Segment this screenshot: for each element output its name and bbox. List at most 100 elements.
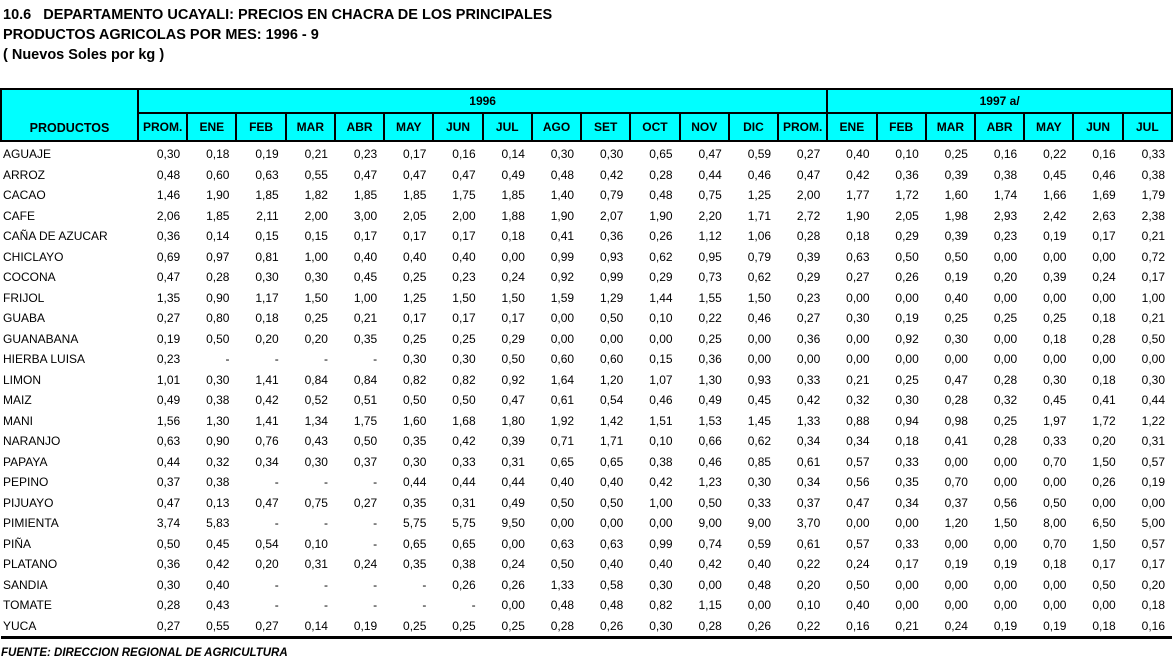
price-cell: 0,47 bbox=[501, 393, 525, 408]
price-cell: 1,50 bbox=[1092, 454, 1116, 469]
price-cell: 2,06 bbox=[156, 208, 181, 223]
table-row: AGUAJE 0,30 0,18 0,19 0,21 0,23 0,17 0,16 0,14 0,… bbox=[1, 141, 1172, 165]
price-cell: 2,00 bbox=[452, 208, 476, 223]
month-header-jun: JUN bbox=[432, 112, 484, 142]
price-cell: 0,60 bbox=[206, 167, 230, 182]
price-cell: 0,63 bbox=[599, 536, 624, 551]
year-header-row: PRODUCTOS 1996 1997 a/ bbox=[0, 88, 1173, 142]
price-cell: 1,60 bbox=[944, 188, 968, 203]
price-cell: 0,50 bbox=[698, 495, 722, 510]
price-cell: 1,85 bbox=[501, 188, 525, 203]
price-cell: 0,27 bbox=[846, 270, 870, 285]
price-cell: 0,19 bbox=[1043, 229, 1067, 244]
price-cell: 1,29 bbox=[599, 290, 624, 305]
price-cell: 1,90 bbox=[846, 208, 870, 223]
table-row: PLATANO 0,36 0,42 0,20 0,31 0,24 0,35 0,38 0,24 0… bbox=[1, 554, 1172, 575]
table-row: PAPAYA 0,44 0,32 0,34 0,30 0,37 0,30 0,33 0,31 0,… bbox=[1, 452, 1172, 473]
price-cell: 1,75 bbox=[353, 413, 378, 428]
month-header-jul: JUL bbox=[1121, 112, 1173, 142]
price-cell: 0,31 bbox=[304, 557, 328, 572]
price-cell: 0,17 bbox=[353, 229, 378, 244]
price-cell: 0,29 bbox=[501, 331, 525, 346]
price-cell: 0,40 bbox=[550, 475, 575, 490]
price-cell: 0,47 bbox=[698, 147, 722, 162]
price-cell: 0,24 bbox=[846, 557, 870, 572]
price-cell: 0,49 bbox=[501, 167, 525, 182]
price-cell: 0,58 bbox=[599, 577, 624, 592]
price-cell: 0,00 bbox=[993, 475, 1018, 490]
price-cell: 1,17 bbox=[255, 290, 279, 305]
price-cell: 0,30 bbox=[255, 270, 279, 285]
price-cell: 0,16 bbox=[1092, 147, 1116, 162]
price-cell: 0,00 bbox=[993, 454, 1018, 469]
price-cell: 0,30 bbox=[895, 393, 919, 408]
table-row: PIMIENTA 3,74 5,83 - - - 5,75 5,75 9,50 0,00 0,00 0… bbox=[1, 513, 1172, 534]
price-cell: 0,63 bbox=[550, 536, 575, 551]
price-cell: 0,24 bbox=[501, 270, 525, 285]
price-cell: 0,17 bbox=[452, 229, 476, 244]
price-cell: 0,28 bbox=[944, 393, 968, 408]
price-cell: 0,50 bbox=[599, 311, 624, 326]
price-cell: 1,44 bbox=[649, 290, 673, 305]
month-header-ene: ENE bbox=[186, 112, 238, 142]
price-cell: 0,00 bbox=[1092, 249, 1116, 264]
price-cell: 0,50 bbox=[452, 393, 476, 408]
price-cell: 2,63 bbox=[1092, 208, 1116, 223]
price-cell: 0,79 bbox=[747, 249, 772, 264]
price-cell: 0,40 bbox=[403, 249, 427, 264]
price-cell: 0,36 bbox=[599, 229, 624, 244]
table-row: CAFE 2,06 1,85 2,11 2,00 3,00 2,05 2,00 1,88 1,90… bbox=[1, 206, 1172, 227]
price-cell: - bbox=[323, 352, 328, 367]
price-cell: 0,00 bbox=[1043, 352, 1067, 367]
price-cell: 0,46 bbox=[747, 167, 772, 182]
price-cell: 0,22 bbox=[796, 557, 821, 572]
price-cell: 1,92 bbox=[550, 413, 575, 428]
price-cell: 0,40 bbox=[846, 598, 870, 613]
price-cell: 0,50 bbox=[550, 557, 575, 572]
price-cell: 0,56 bbox=[993, 495, 1018, 510]
price-cell: 0,92 bbox=[501, 372, 525, 387]
price-cell: - bbox=[373, 352, 378, 367]
price-cell: 0,25 bbox=[993, 413, 1018, 428]
price-cell: 1,80 bbox=[501, 413, 525, 428]
price-cell: 0,20 bbox=[304, 331, 328, 346]
price-cell: 1,00 bbox=[304, 249, 328, 264]
price-cell: 0,70 bbox=[1043, 454, 1067, 469]
price-cell: 0,25 bbox=[403, 618, 427, 633]
price-cell: 0,59 bbox=[747, 536, 772, 551]
price-cell: 1,22 bbox=[1141, 413, 1165, 428]
price-cell: 0,00 bbox=[1043, 475, 1067, 490]
price-cell: 0,17 bbox=[403, 147, 427, 162]
price-cell: 1,50 bbox=[304, 290, 328, 305]
product-name: CAFE bbox=[3, 208, 36, 223]
product-name: YUCA bbox=[3, 618, 37, 633]
price-cell: 0,20 bbox=[255, 557, 279, 572]
price-cell: 0,30 bbox=[747, 475, 772, 490]
price-cell: 0,00 bbox=[698, 577, 722, 592]
price-cell: 0,36 bbox=[698, 352, 722, 367]
price-cell: 1,66 bbox=[1043, 188, 1067, 203]
page-subtitle: PRODUCTOS AGRICOLAS POR MES: 1996 - 9 bbox=[3, 27, 319, 43]
price-cell: 0,56 bbox=[846, 475, 870, 490]
price-cell: 0,48 bbox=[550, 167, 575, 182]
price-cell: 0,79 bbox=[599, 188, 624, 203]
price-cell: 1,72 bbox=[1092, 413, 1116, 428]
price-cell: 0,65 bbox=[550, 454, 575, 469]
price-cell: 1,64 bbox=[550, 372, 575, 387]
price-cell: 0,14 bbox=[304, 618, 328, 633]
price-cell: 1,46 bbox=[156, 188, 181, 203]
price-cell: 0,60 bbox=[599, 352, 624, 367]
price-cell: 0,36 bbox=[156, 557, 181, 572]
price-cell: 1,88 bbox=[501, 208, 525, 223]
price-cell: 0,44 bbox=[156, 454, 181, 469]
price-cell: 1,85 bbox=[353, 188, 378, 203]
month-header-abr: ABR bbox=[333, 112, 386, 142]
product-name: CAÑA DE AZUCAR bbox=[3, 229, 108, 244]
price-cell: 0,97 bbox=[206, 249, 230, 264]
product-name: PEPINO bbox=[3, 475, 49, 490]
price-cell: 1,50 bbox=[747, 290, 772, 305]
price-cell: 0,30 bbox=[599, 147, 624, 162]
price-cell: - bbox=[323, 598, 328, 613]
price-cell: 0,10 bbox=[895, 147, 919, 162]
table-row: LIMON 1,01 0,30 1,41 0,84 0,84 0,82 0,82 0,92 1,6… bbox=[1, 370, 1172, 391]
